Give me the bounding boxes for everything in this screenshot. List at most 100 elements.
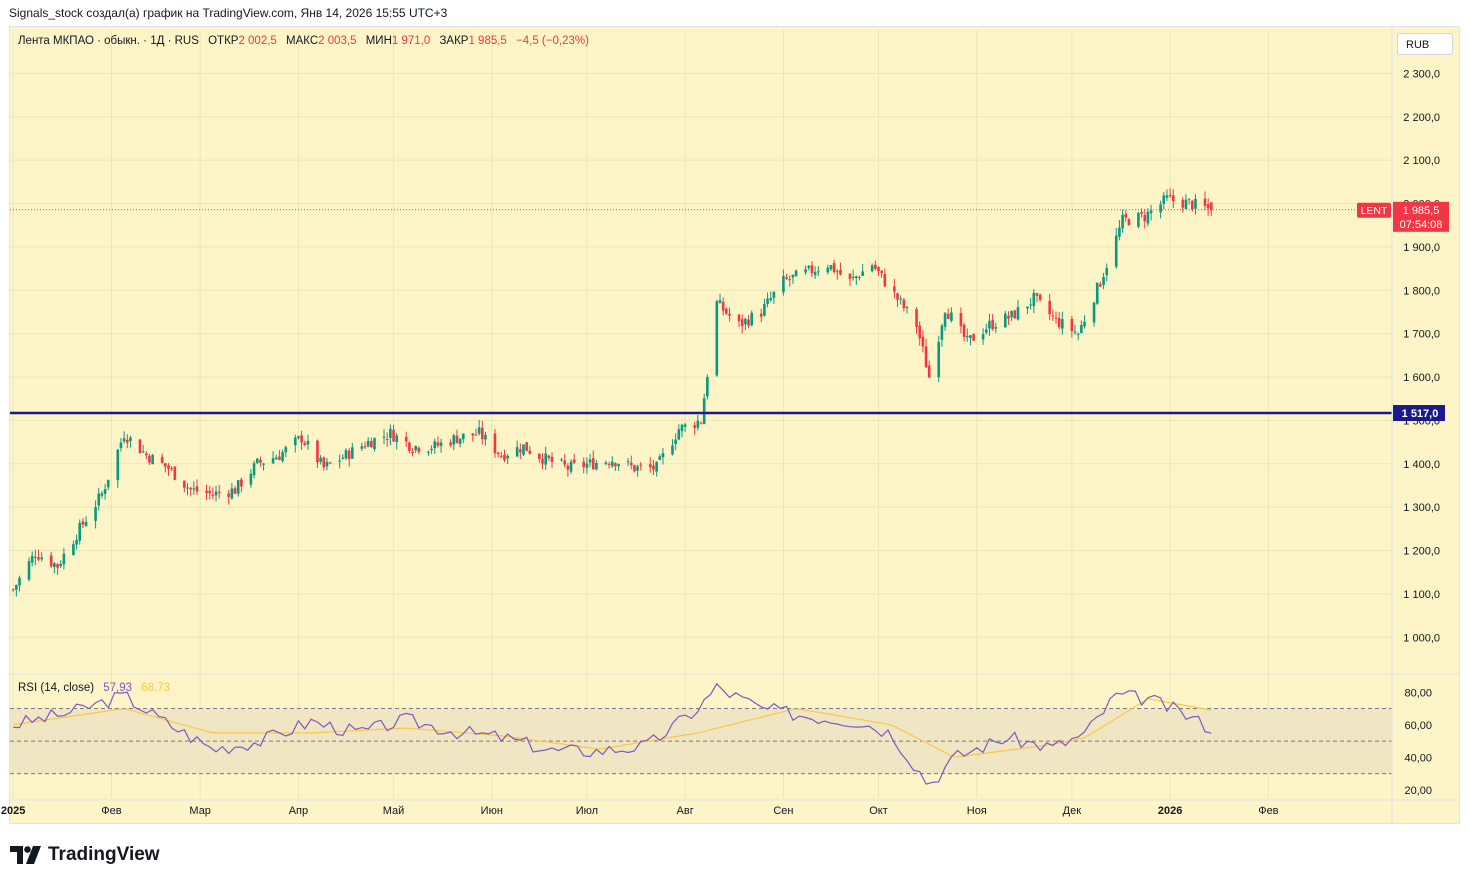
candle-body bbox=[991, 319, 994, 330]
candle-body bbox=[347, 450, 351, 460]
candle-body bbox=[1191, 200, 1194, 210]
candle-body bbox=[699, 422, 703, 424]
candle-body bbox=[186, 487, 189, 489]
candle-body bbox=[259, 459, 262, 463]
candle-body bbox=[427, 451, 430, 453]
candle-body bbox=[281, 452, 284, 461]
candle-body bbox=[59, 563, 63, 566]
x-tick-label[interactable]: Окт bbox=[869, 805, 888, 817]
candle-body bbox=[525, 442, 528, 451]
candle-body bbox=[341, 457, 345, 459]
candle-body bbox=[874, 264, 877, 269]
candle-body bbox=[404, 436, 408, 442]
candle-body bbox=[144, 453, 148, 456]
symbol-legend: Лента МКПАО · обыкн. · 1Д · RUS ОТКР2 00… bbox=[18, 35, 589, 47]
candle-body bbox=[389, 428, 392, 438]
candle-body bbox=[1102, 276, 1105, 286]
currency-button[interactable]: RUB bbox=[1397, 33, 1453, 55]
candle-body bbox=[1048, 300, 1051, 315]
candle-body bbox=[40, 557, 43, 560]
axes: 2025 Фев Мар Апр Май Июн Июл Авг Сен Окт Ноя Дек 202… bbox=[1, 26, 1460, 824]
candle-body bbox=[721, 301, 725, 311]
candle-body bbox=[804, 269, 807, 273]
x-tick-label[interactable]: Ноя bbox=[967, 805, 987, 817]
x-tick-label[interactable]: 2025 bbox=[1, 805, 25, 817]
candle-body bbox=[693, 425, 696, 428]
rsi-tick-label: 20,00 bbox=[1404, 785, 1432, 797]
level-price-text: 1 517,0 bbox=[1402, 408, 1439, 420]
candle-body bbox=[633, 465, 636, 472]
candle-body bbox=[30, 555, 34, 563]
y-tick-label: 1 800,0 bbox=[1403, 285, 1440, 297]
candle-body bbox=[1162, 195, 1166, 204]
rsi-tick-label: 60,00 bbox=[1404, 720, 1432, 732]
candle-body bbox=[1007, 315, 1010, 319]
candle-body bbox=[100, 493, 104, 496]
candle-body bbox=[81, 521, 85, 525]
x-tick-label[interactable]: Фев bbox=[101, 805, 121, 817]
x-tick-label[interactable]: Фев bbox=[1258, 805, 1278, 817]
candle-body bbox=[1118, 227, 1121, 237]
tradingview-logo-text: TradingView bbox=[48, 844, 160, 865]
open-label: ОТКР bbox=[208, 35, 239, 47]
symbol-name[interactable]: Лента МКПАО · обыкн. · 1Д · RUS bbox=[18, 35, 199, 47]
x-tick-label[interactable]: Дек bbox=[1063, 805, 1082, 817]
chart-frame[interactable] bbox=[9, 26, 1460, 824]
rsi-ma-line bbox=[13, 698, 1212, 758]
candle-body bbox=[249, 473, 253, 485]
rsi-line bbox=[13, 682, 1212, 785]
candles bbox=[10, 188, 1392, 597]
x-tick-label[interactable]: Апр bbox=[289, 805, 308, 817]
candle-body bbox=[972, 334, 975, 341]
rsi-legend: RSI (14, close) 57,93 68,73 bbox=[18, 682, 170, 694]
candle-body bbox=[1061, 319, 1064, 329]
candle-body bbox=[1038, 294, 1042, 300]
x-tick-label[interactable]: Июл bbox=[576, 805, 598, 817]
candle-body bbox=[921, 336, 925, 347]
x-tick-label[interactable]: 2026 bbox=[1158, 805, 1182, 817]
y-tick-label: 1 700,0 bbox=[1403, 329, 1440, 341]
candle-body bbox=[851, 276, 855, 278]
ticker-text: LENT bbox=[1361, 205, 1388, 217]
change-value: −4,5 (−0,23%) bbox=[516, 35, 589, 47]
candle-body bbox=[595, 462, 598, 470]
candle-body bbox=[449, 442, 452, 446]
x-tick-label[interactable]: Сен bbox=[773, 805, 793, 817]
candle-body bbox=[610, 461, 614, 467]
candle-body bbox=[119, 442, 123, 449]
candle-body bbox=[496, 452, 500, 455]
candle-body bbox=[737, 314, 741, 322]
candle-body bbox=[370, 441, 373, 448]
candle-body bbox=[471, 433, 475, 436]
candle-body bbox=[1073, 331, 1077, 333]
x-tick-label[interactable]: Авг bbox=[677, 805, 694, 817]
candle-body bbox=[1076, 333, 1080, 335]
candle-body bbox=[411, 451, 414, 453]
candle-body bbox=[392, 429, 395, 442]
y-tick-label: 1 000,0 bbox=[1403, 632, 1440, 644]
candle-body bbox=[78, 522, 82, 541]
tradingview-logo[interactable]: TradingView bbox=[10, 843, 160, 867]
rsi-tick-label: 40,00 bbox=[1404, 752, 1432, 764]
candle-body bbox=[167, 465, 170, 469]
x-tick-label[interactable]: Май bbox=[383, 805, 405, 817]
candle-body bbox=[338, 460, 341, 462]
candle-body bbox=[37, 557, 40, 560]
candle-body bbox=[915, 309, 918, 327]
candle-body bbox=[835, 271, 839, 273]
candle-body bbox=[893, 286, 896, 292]
candle-body bbox=[1105, 268, 1109, 276]
rsi-label[interactable]: RSI (14, close) bbox=[18, 682, 95, 694]
candle-body bbox=[382, 436, 386, 438]
x-tick-label[interactable]: Июн bbox=[481, 805, 503, 817]
candle-body bbox=[1092, 302, 1096, 323]
candle-body bbox=[994, 327, 998, 329]
candle-body bbox=[880, 270, 883, 273]
candle-body bbox=[34, 556, 37, 558]
candle-body bbox=[56, 563, 59, 568]
candle-body bbox=[484, 434, 487, 440]
candle-body bbox=[1165, 195, 1169, 198]
x-tick-label[interactable]: Мар bbox=[189, 805, 211, 817]
candle-body bbox=[97, 493, 101, 506]
